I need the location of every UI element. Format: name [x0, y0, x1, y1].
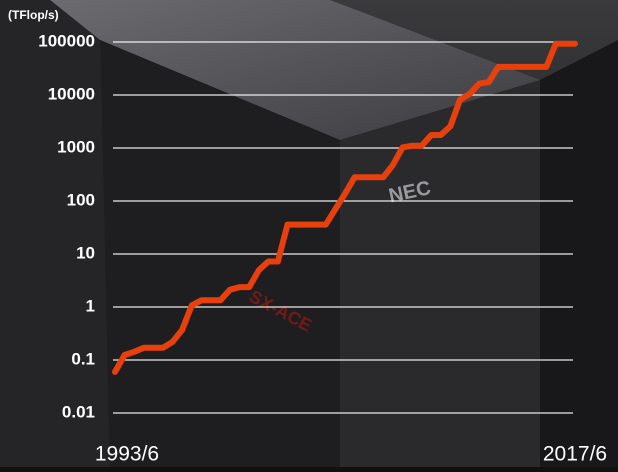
y-tick-label: 100000 — [38, 31, 95, 50]
cabinet-front — [340, 80, 540, 467]
cabinet-top — [50, 0, 540, 140]
data-line — [112, 40, 578, 375]
x-tick-label: 1993/6 — [95, 443, 159, 466]
y-tick-label: 0.01 — [62, 402, 95, 421]
y-tick-label: 10 — [76, 243, 95, 262]
x-tick-label: 2017/6 — [543, 443, 607, 466]
y-tick-label: 100 — [67, 190, 95, 209]
y-tick-label: 1 — [86, 296, 95, 315]
y-tick-label: 1000 — [57, 137, 95, 156]
y-axis-label: (TFlop/s) — [8, 8, 59, 22]
y-tick-label: 10000 — [48, 84, 95, 103]
y-tick-label: 0.1 — [71, 349, 95, 368]
cabinet-back — [0, 0, 110, 467]
